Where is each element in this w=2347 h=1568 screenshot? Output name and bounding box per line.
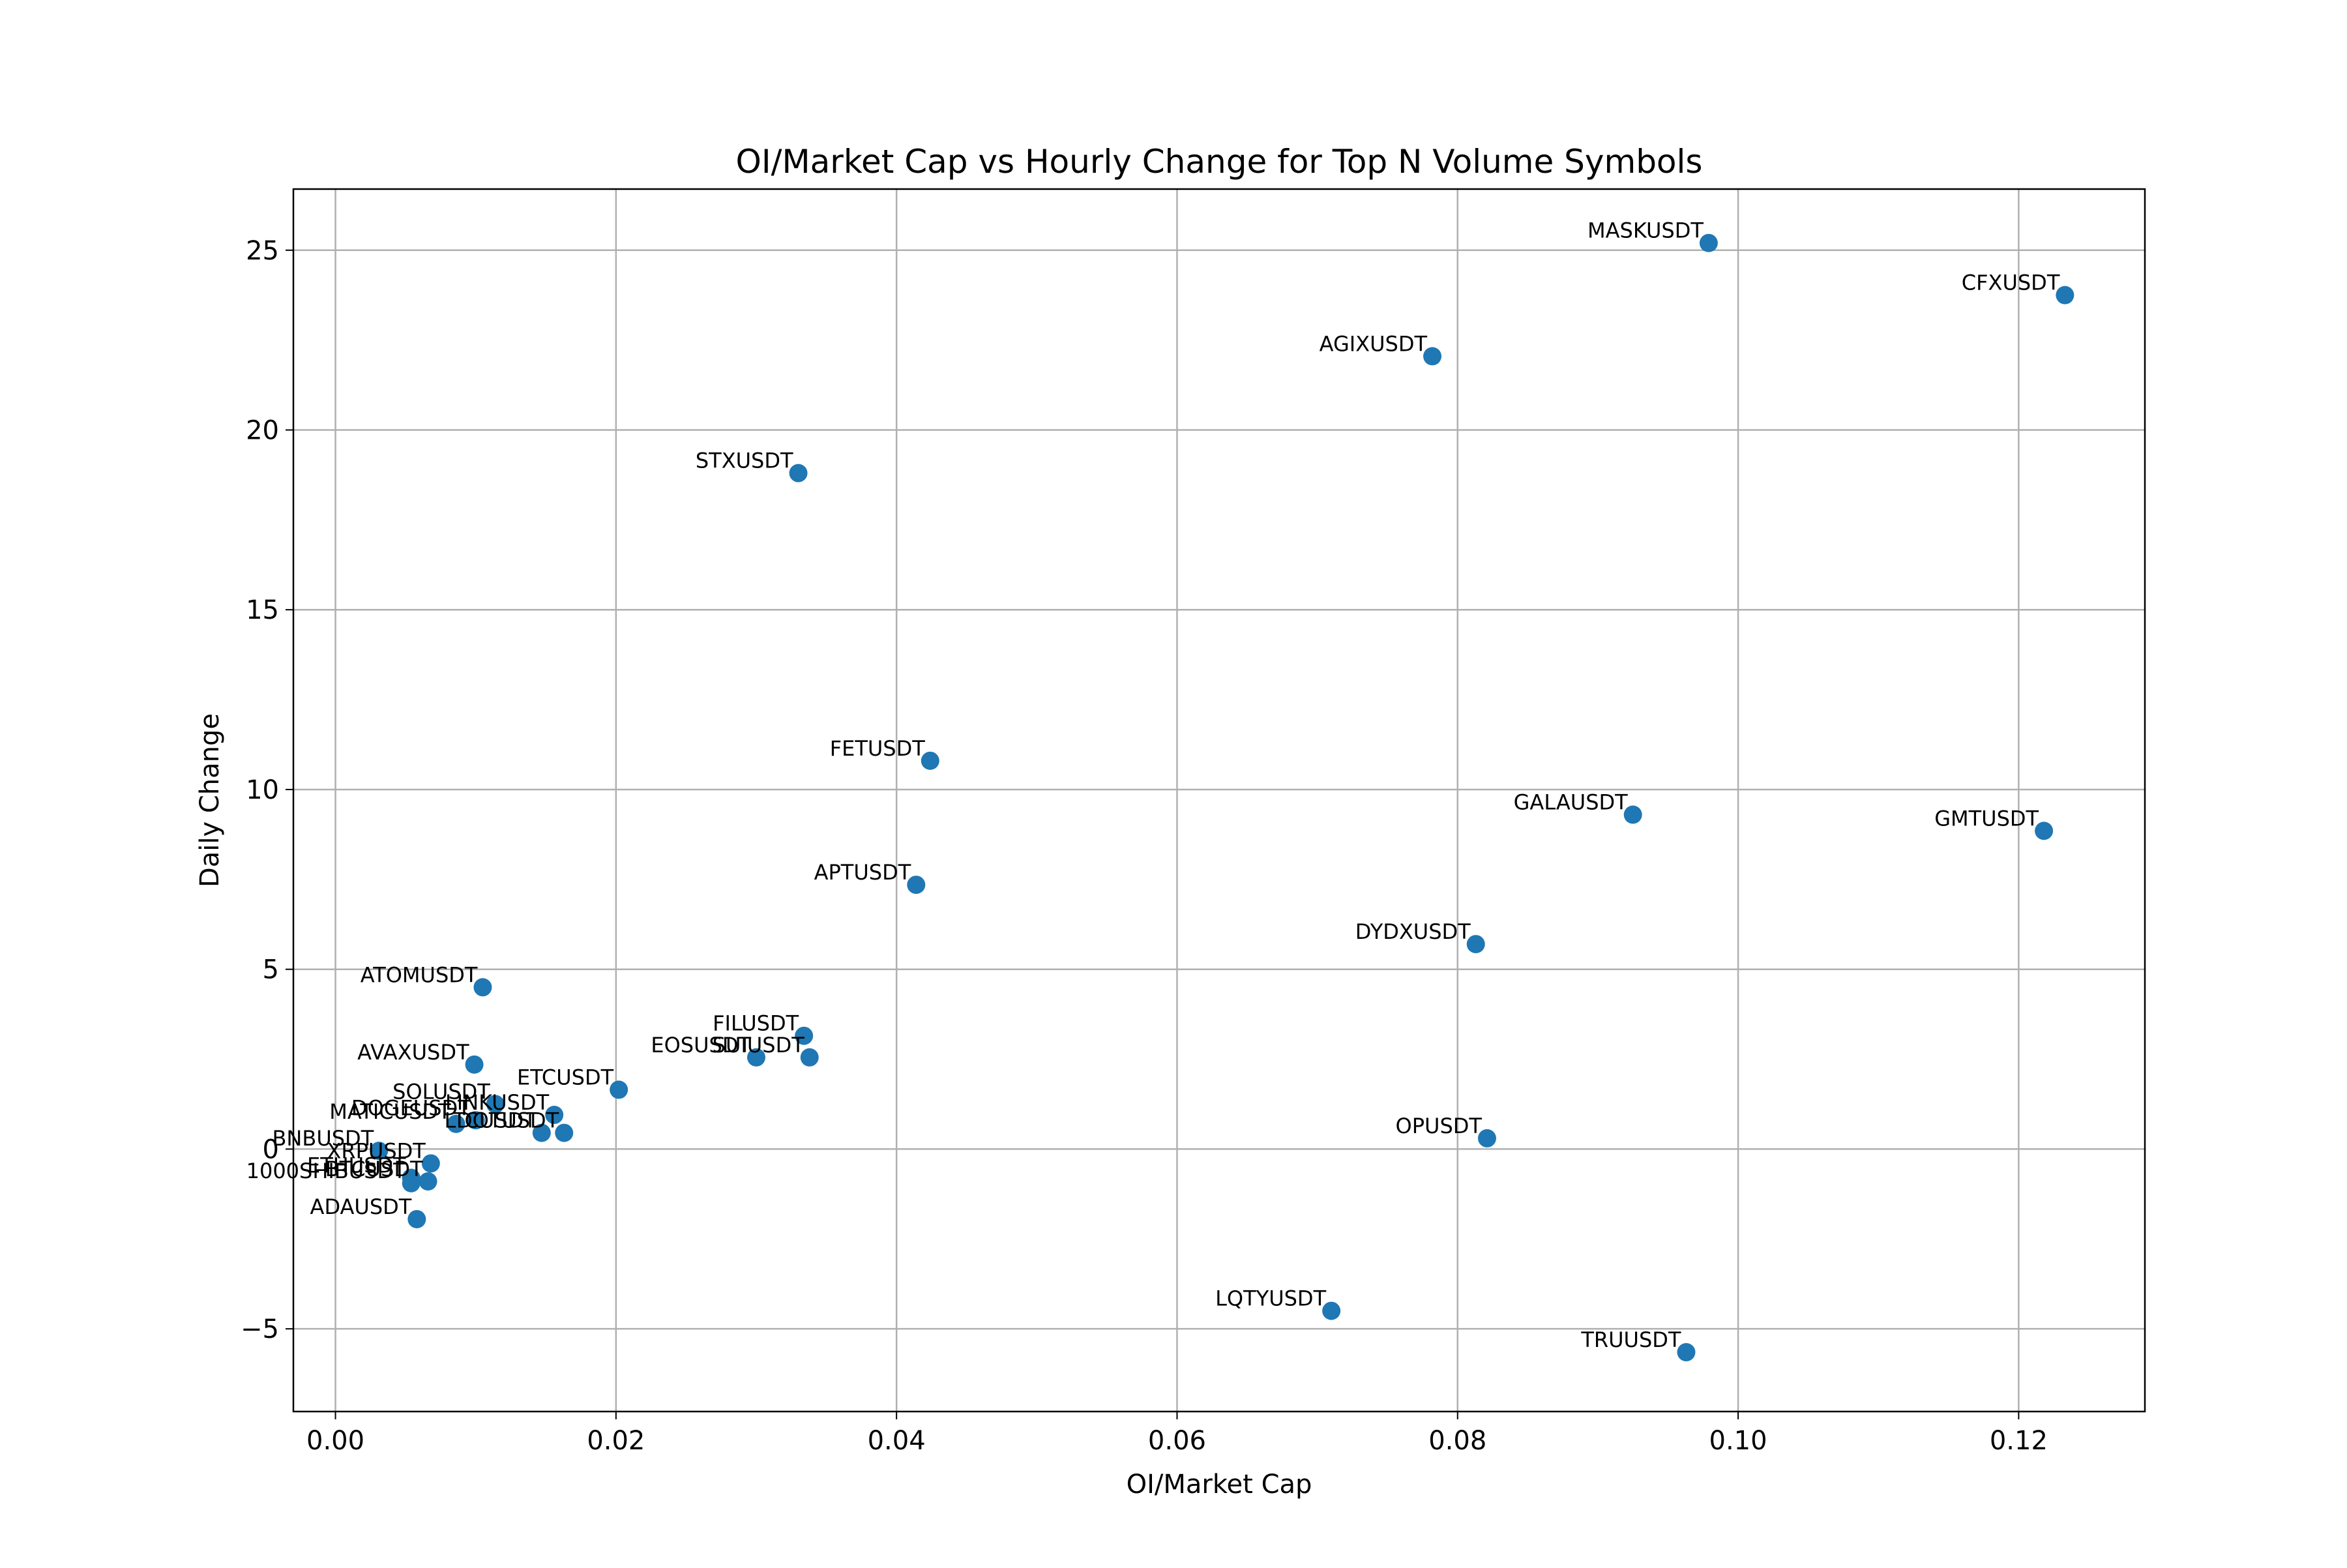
data-point xyxy=(921,751,939,770)
data-point xyxy=(800,1048,819,1067)
data-point-label: ETCUSDT xyxy=(517,1065,614,1089)
data-point-label: STXUSDT xyxy=(696,449,793,473)
grid xyxy=(293,189,2145,1412)
data-point-label: GMTUSDT xyxy=(1934,806,2039,831)
data-point xyxy=(555,1123,574,1142)
data-point-label: 1000SHIBUSDT xyxy=(246,1159,407,1183)
data-point-label: DYDXUSDT xyxy=(1355,919,1471,944)
x-tick-label: 0.08 xyxy=(1428,1426,1486,1456)
data-point-label: FETUSDT xyxy=(830,736,926,761)
data-point-label: GALAUSDT xyxy=(1514,790,1629,815)
data-point-label: DOGEUSDT xyxy=(351,1095,471,1120)
data-point-label: AGIXUSDT xyxy=(1320,331,1428,356)
data-point-label: XRPUSDT xyxy=(327,1138,426,1163)
data-point-label: DOTUSDT xyxy=(456,1108,559,1133)
data-point xyxy=(465,1055,484,1074)
y-tick-label: 5 xyxy=(263,955,279,985)
data-point xyxy=(421,1154,440,1173)
data-point xyxy=(747,1048,765,1067)
data-point xyxy=(1423,347,1442,366)
data-point xyxy=(532,1123,551,1142)
x-tick-label: 0.00 xyxy=(306,1426,364,1456)
data-point xyxy=(466,1111,485,1130)
data-points xyxy=(370,233,2074,1362)
data-point xyxy=(402,1174,421,1192)
data-point xyxy=(2035,821,2054,840)
y-tick-label: 10 xyxy=(246,775,279,805)
x-tick-label: 0.12 xyxy=(1990,1426,2048,1456)
data-point-label: CFXUSDT xyxy=(1962,271,2060,295)
data-point xyxy=(407,1209,426,1228)
data-point-label: AVAXUSDT xyxy=(357,1040,469,1065)
y-axis-ticks: −5 0 5 10 15 20 25 xyxy=(241,236,293,1344)
y-tick-label: 0 xyxy=(263,1134,279,1164)
data-point xyxy=(1677,1343,1696,1362)
data-point xyxy=(907,876,926,895)
data-point xyxy=(610,1080,628,1099)
x-axis-label: OI/Market Cap xyxy=(1127,1470,1312,1500)
data-point-label: BNBUSDT xyxy=(272,1126,374,1151)
data-point xyxy=(545,1106,564,1125)
x-axis-ticks: 0.00 0.02 0.04 0.06 0.08 0.10 0.12 xyxy=(306,1412,2048,1456)
x-tick-label: 0.06 xyxy=(1148,1426,1206,1456)
data-point-label: BTCUSDT xyxy=(325,1157,423,1181)
y-tick-label: 25 xyxy=(246,236,279,266)
data-point-label: APTUSDT xyxy=(814,860,911,885)
data-point xyxy=(789,464,808,482)
data-point-label: ADAUSDT xyxy=(310,1194,412,1219)
data-point xyxy=(1623,805,1642,824)
data-point-label: ATOMUSDT xyxy=(361,962,478,987)
data-point xyxy=(419,1172,437,1191)
y-tick-label: 15 xyxy=(246,595,279,625)
data-point xyxy=(370,1142,389,1161)
data-point-label: EOSUSDT xyxy=(651,1033,751,1058)
data-point-label: ETHUSDT xyxy=(307,1153,406,1178)
data-point xyxy=(1477,1129,1496,1147)
data-point xyxy=(486,1095,505,1114)
data-point xyxy=(1466,935,1485,954)
data-point-label: TRUUSDT xyxy=(1580,1327,1681,1352)
chart-title: OI/Market Cap vs Hourly Change for Top N… xyxy=(736,143,1703,181)
y-tick-label: 20 xyxy=(246,415,279,445)
data-point xyxy=(1699,233,1718,252)
x-tick-label: 0.02 xyxy=(587,1426,645,1456)
data-point xyxy=(795,1026,814,1045)
data-point xyxy=(473,978,492,997)
data-point-label: MATICUSDT xyxy=(329,1099,451,1124)
plot-area-frame xyxy=(292,188,2146,1413)
data-point-label: LTCUSDT xyxy=(444,1108,537,1133)
data-point-label: LQTYUSDT xyxy=(1215,1286,1326,1311)
data-point-label: MASKUSDT xyxy=(1587,218,1704,243)
data-point-label: LINKUSDT xyxy=(445,1090,550,1115)
data-point xyxy=(2056,286,2074,304)
point-labels: MASKUSDT CFXUSDT AGIXUSDT STXUSDT FETUSDT GAL… xyxy=(246,218,2060,1352)
data-point-label: SUIUSDT xyxy=(713,1033,805,1058)
data-point-label: FILUSDT xyxy=(713,1011,799,1036)
x-tick-label: 0.10 xyxy=(1709,1426,1767,1456)
data-point xyxy=(1322,1301,1341,1320)
data-point-label: SOLUSDT xyxy=(392,1079,490,1104)
data-point-label: OPUSDT xyxy=(1396,1114,1483,1138)
y-axis-label: Daily Change xyxy=(195,713,225,887)
x-tick-label: 0.04 xyxy=(868,1426,926,1456)
data-point xyxy=(447,1114,465,1133)
y-tick-label: −5 xyxy=(241,1314,279,1344)
